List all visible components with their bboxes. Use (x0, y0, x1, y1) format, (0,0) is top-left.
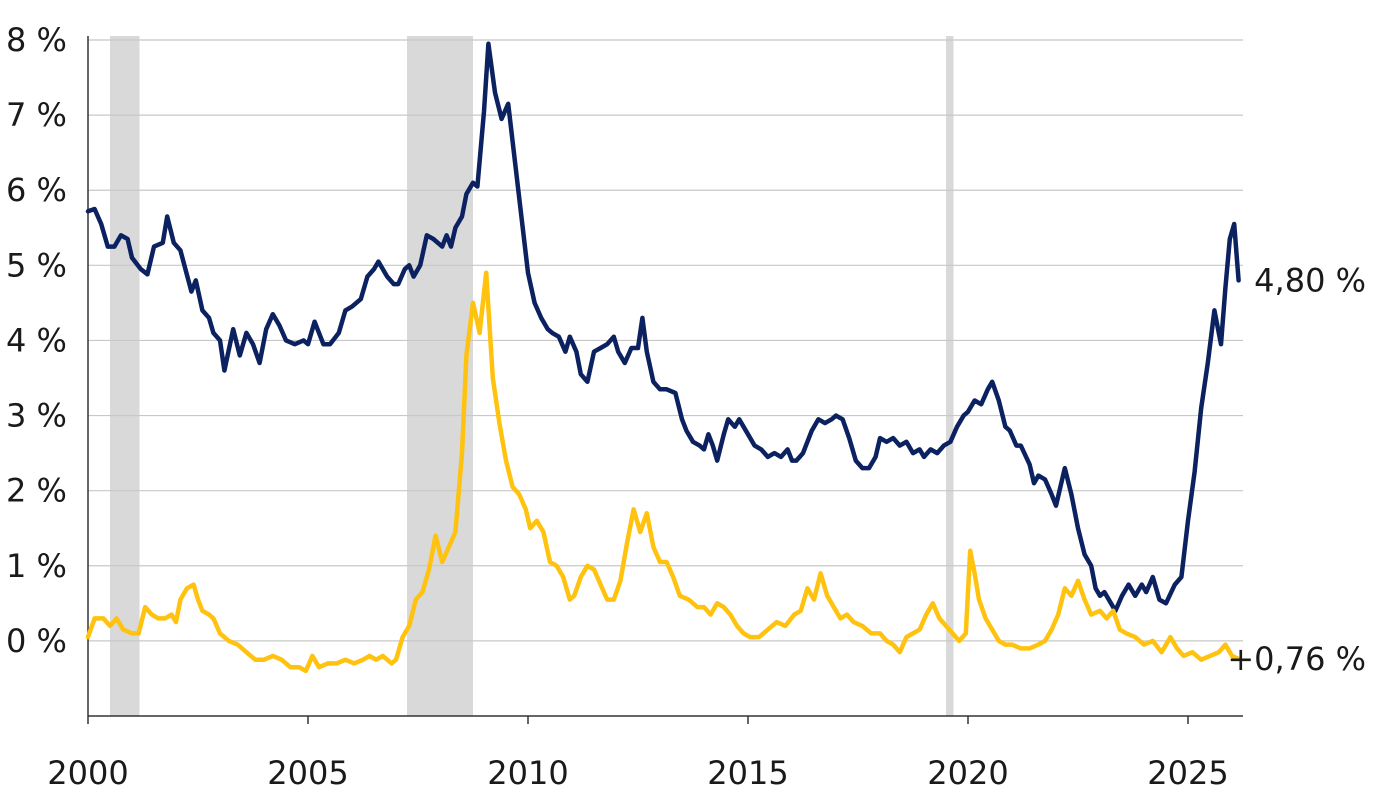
y-tick-label-8: 8 % (6, 21, 67, 59)
y-tick-label-3: 3 % (6, 397, 67, 435)
series-line-0 (85, 41, 1241, 614)
x-tick-label-2: 2010 (487, 754, 568, 792)
y-tick-label-7: 7 % (6, 96, 67, 134)
y-tick-label-2: 2 % (6, 472, 67, 510)
shaded-period-2 (946, 36, 954, 716)
end-label-1: +0,76 % (1227, 640, 1366, 678)
shaded-period-1 (407, 36, 473, 716)
series-line-1 (85, 270, 1241, 674)
x-tick-label-3: 2015 (707, 754, 788, 792)
shaded-periods (110, 36, 954, 716)
y-tick-label-1: 1 % (6, 547, 67, 585)
y-tick-label-6: 6 % (6, 171, 67, 209)
shaded-period-0 (110, 36, 140, 716)
y-tick-label-4: 4 % (6, 321, 67, 359)
axes (87, 36, 1243, 724)
gridlines (88, 39, 1243, 642)
end-label-0: 4,80 % (1254, 261, 1366, 299)
tick-labels: 0 % 1 % 2 % 3 % 4 % 5 % 6 % 7 % 8 % 2000 2005 2010 2… (6, 21, 1229, 792)
end-labels: 4,80 % +0,76 % (1227, 261, 1366, 678)
x-tick-label-4: 2020 (927, 754, 1008, 792)
x-tick-label-0: 2000 (47, 754, 128, 792)
y-tick-label-5: 5 % (6, 246, 67, 284)
series-lines (85, 41, 1241, 674)
y-tick-label-0: 0 % (6, 622, 67, 660)
x-tick-label-5: 2025 (1147, 754, 1228, 792)
x-tick-label-1: 2005 (267, 754, 348, 792)
